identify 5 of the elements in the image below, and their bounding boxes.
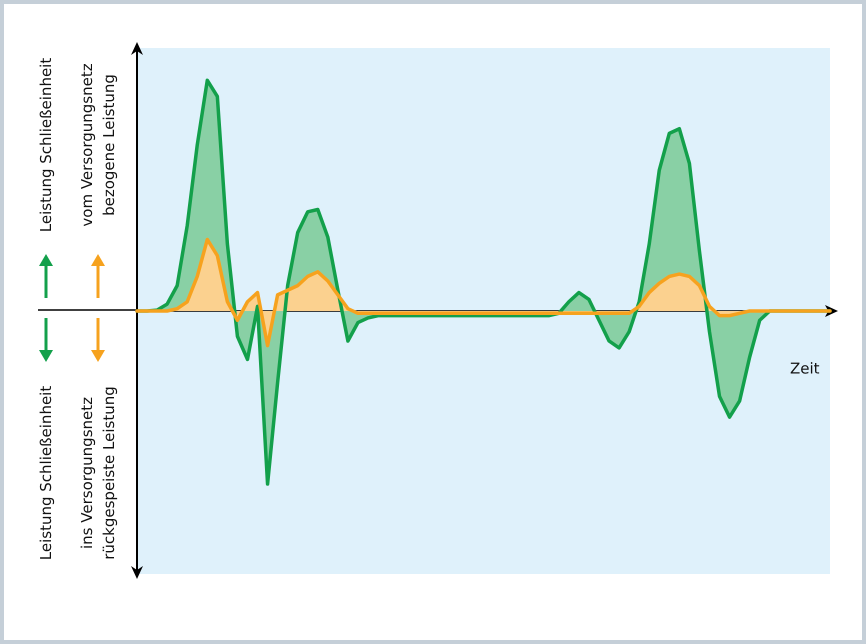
text: Leistung Schließeinheit bbox=[37, 58, 55, 232]
text: vom Versorgungsnetz bezogene Leistung bbox=[78, 63, 118, 227]
text: ins Versorgungsnetz rückgespeiste Leistung bbox=[78, 386, 118, 560]
x-axis-title: Zeit bbox=[790, 360, 820, 378]
text: Leistung Schließeinheit bbox=[37, 386, 55, 560]
